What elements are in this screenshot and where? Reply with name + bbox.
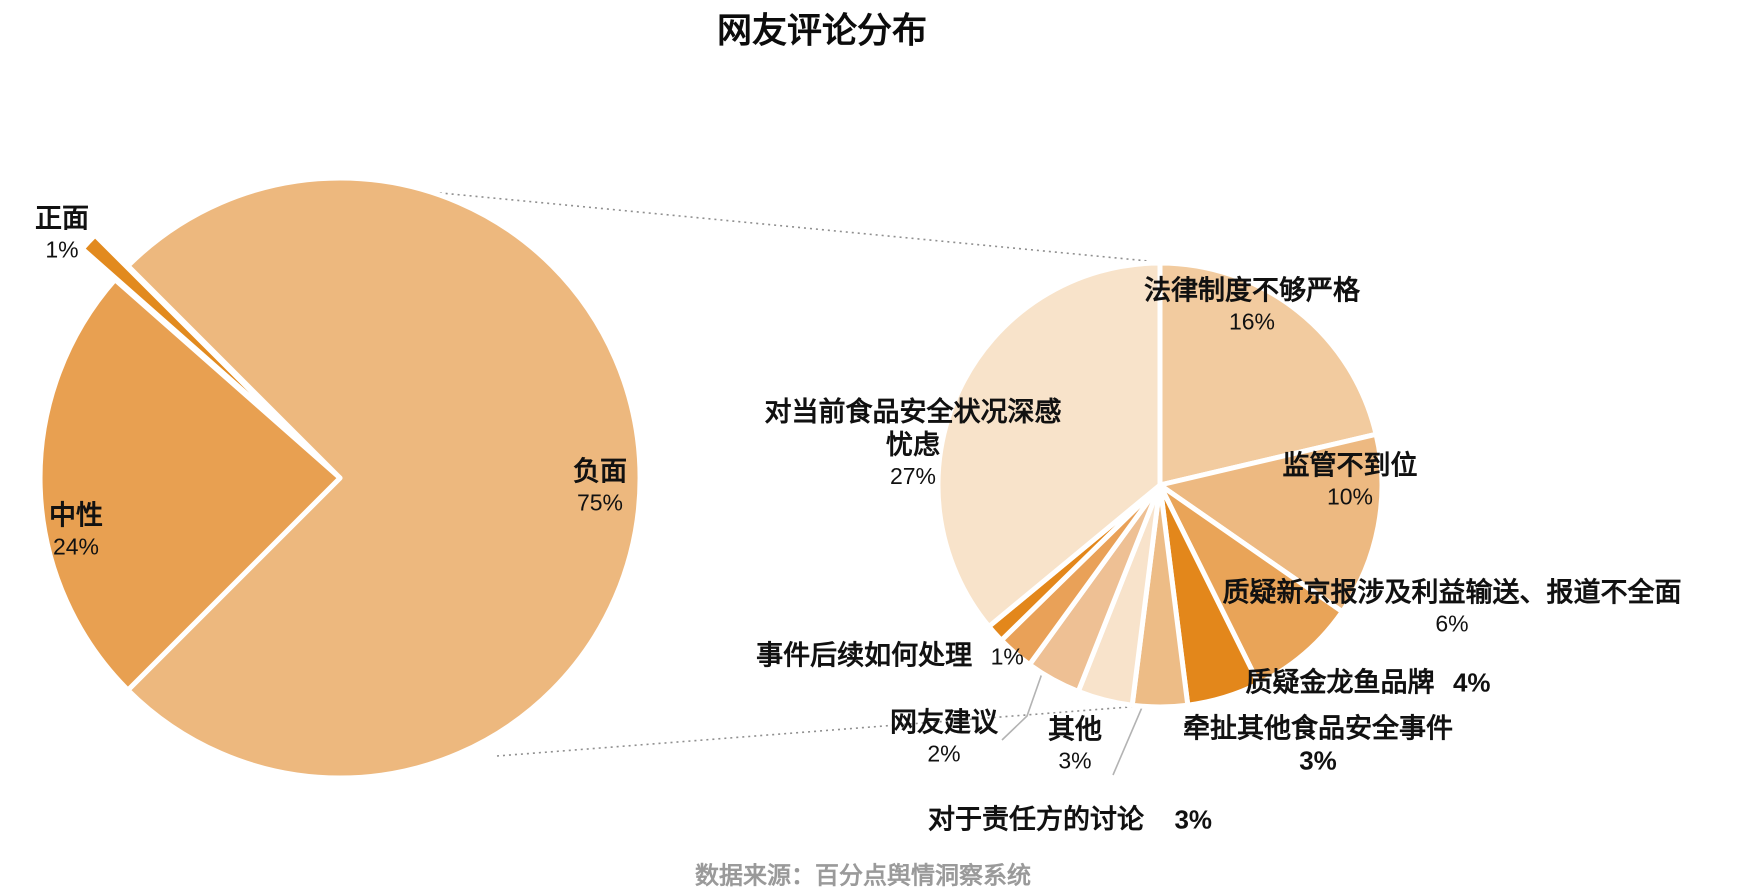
label-food-safety-worry: 对当前食品安全状况深感 忧虑 27%: [765, 396, 1062, 490]
overall-sentiment-slice-2: [79, 232, 310, 450]
explosion-connector-line: [367, 185, 1149, 262]
label-other-pct: 3%: [1058, 747, 1092, 774]
label-law-not-strict: 法律制度不够严格 16%: [1144, 275, 1360, 336]
label-neutral: 中性 24%: [49, 500, 103, 561]
label-beijing-news-doubt-text: 质疑新京报涉及利益输送、报道不全面: [1222, 577, 1682, 608]
label-negative: 负面 75%: [573, 456, 627, 517]
label-regulation-lacking-text: 监管不到位: [1282, 450, 1418, 481]
negative-breakdown-slice-1: [1157, 431, 1385, 615]
label-other-text: 其他: [1048, 714, 1102, 745]
negative-breakdown-slice-0: [1157, 260, 1379, 488]
label-netizen-suggestion: 网友建议 2%: [890, 707, 998, 768]
label-other-food-safety-pct: 3%: [1299, 745, 1337, 776]
label-positive: 正面 1%: [35, 203, 89, 264]
label-neutral-text: 中性: [49, 500, 103, 531]
label-jinlongyu-doubt-text: 质疑金龙鱼品牌: [1245, 667, 1435, 698]
label-food-safety-worry-pct: 27%: [889, 462, 937, 489]
label-beijing-news-doubt-pct: 6%: [1435, 610, 1469, 637]
data-source: 数据来源：百分点舆情洞察系统: [695, 862, 1031, 890]
label-beijing-news-doubt: 质疑新京报涉及利益输送、报道不全面 6%: [1223, 577, 1682, 638]
label-leader-line: [1001, 661, 1047, 741]
label-other-food-safety: 牵扯其他食品安全事件 3%: [1183, 713, 1453, 778]
label-other: 其他 3%: [1048, 714, 1102, 775]
label-followup-handling-text: 事件后续如何处理: [756, 640, 973, 671]
label-regulation-lacking: 监管不到位 10%: [1283, 450, 1418, 511]
label-law-not-strict-pct: 16%: [1228, 308, 1276, 335]
label-positive-pct: 1%: [45, 236, 79, 263]
label-jinlongyu-doubt-pct: 4%: [1452, 667, 1491, 698]
label-law-not-strict-text: 法律制度不够严格: [1144, 275, 1360, 306]
negative-breakdown-slice-9: [935, 260, 1163, 629]
label-responsibility-discussion: 对于责任方的讨论 3%: [928, 804, 1212, 837]
label-negative-pct: 75%: [576, 489, 624, 516]
label-other-food-safety-text: 牵扯其他食品安全事件: [1183, 713, 1453, 744]
label-responsibility-discussion-text: 对于责任方的讨论: [927, 804, 1144, 835]
overall-sentiment-slice-1: [37, 277, 343, 693]
label-leader-line: [1112, 697, 1147, 776]
label-followup-handling-pct: 1%: [990, 643, 1024, 670]
label-negative-text: 负面: [573, 456, 627, 487]
overall-sentiment-slice-0: [125, 175, 643, 781]
label-responsibility-discussion-pct: 3%: [1174, 804, 1213, 835]
label-netizen-suggestion-text: 网友建议: [890, 707, 998, 738]
label-followup-handling: 事件后续如何处理 1%: [756, 640, 1024, 673]
label-food-safety-worry-text-line1: 对当前食品安全状况深感: [764, 397, 1062, 428]
label-food-safety-worry-text-line2: 忧虑: [886, 429, 940, 460]
explosion-connector-line: [496, 704, 1156, 757]
label-neutral-pct: 24%: [52, 533, 100, 560]
label-regulation-lacking-pct: 10%: [1326, 483, 1374, 510]
label-positive-text: 正面: [35, 203, 89, 234]
label-netizen-suggestion-pct: 2%: [927, 740, 961, 767]
page-title: 网友评论分布: [716, 11, 928, 51]
label-jinlongyu-doubt: 质疑金龙鱼品牌 4%: [1245, 667, 1490, 700]
